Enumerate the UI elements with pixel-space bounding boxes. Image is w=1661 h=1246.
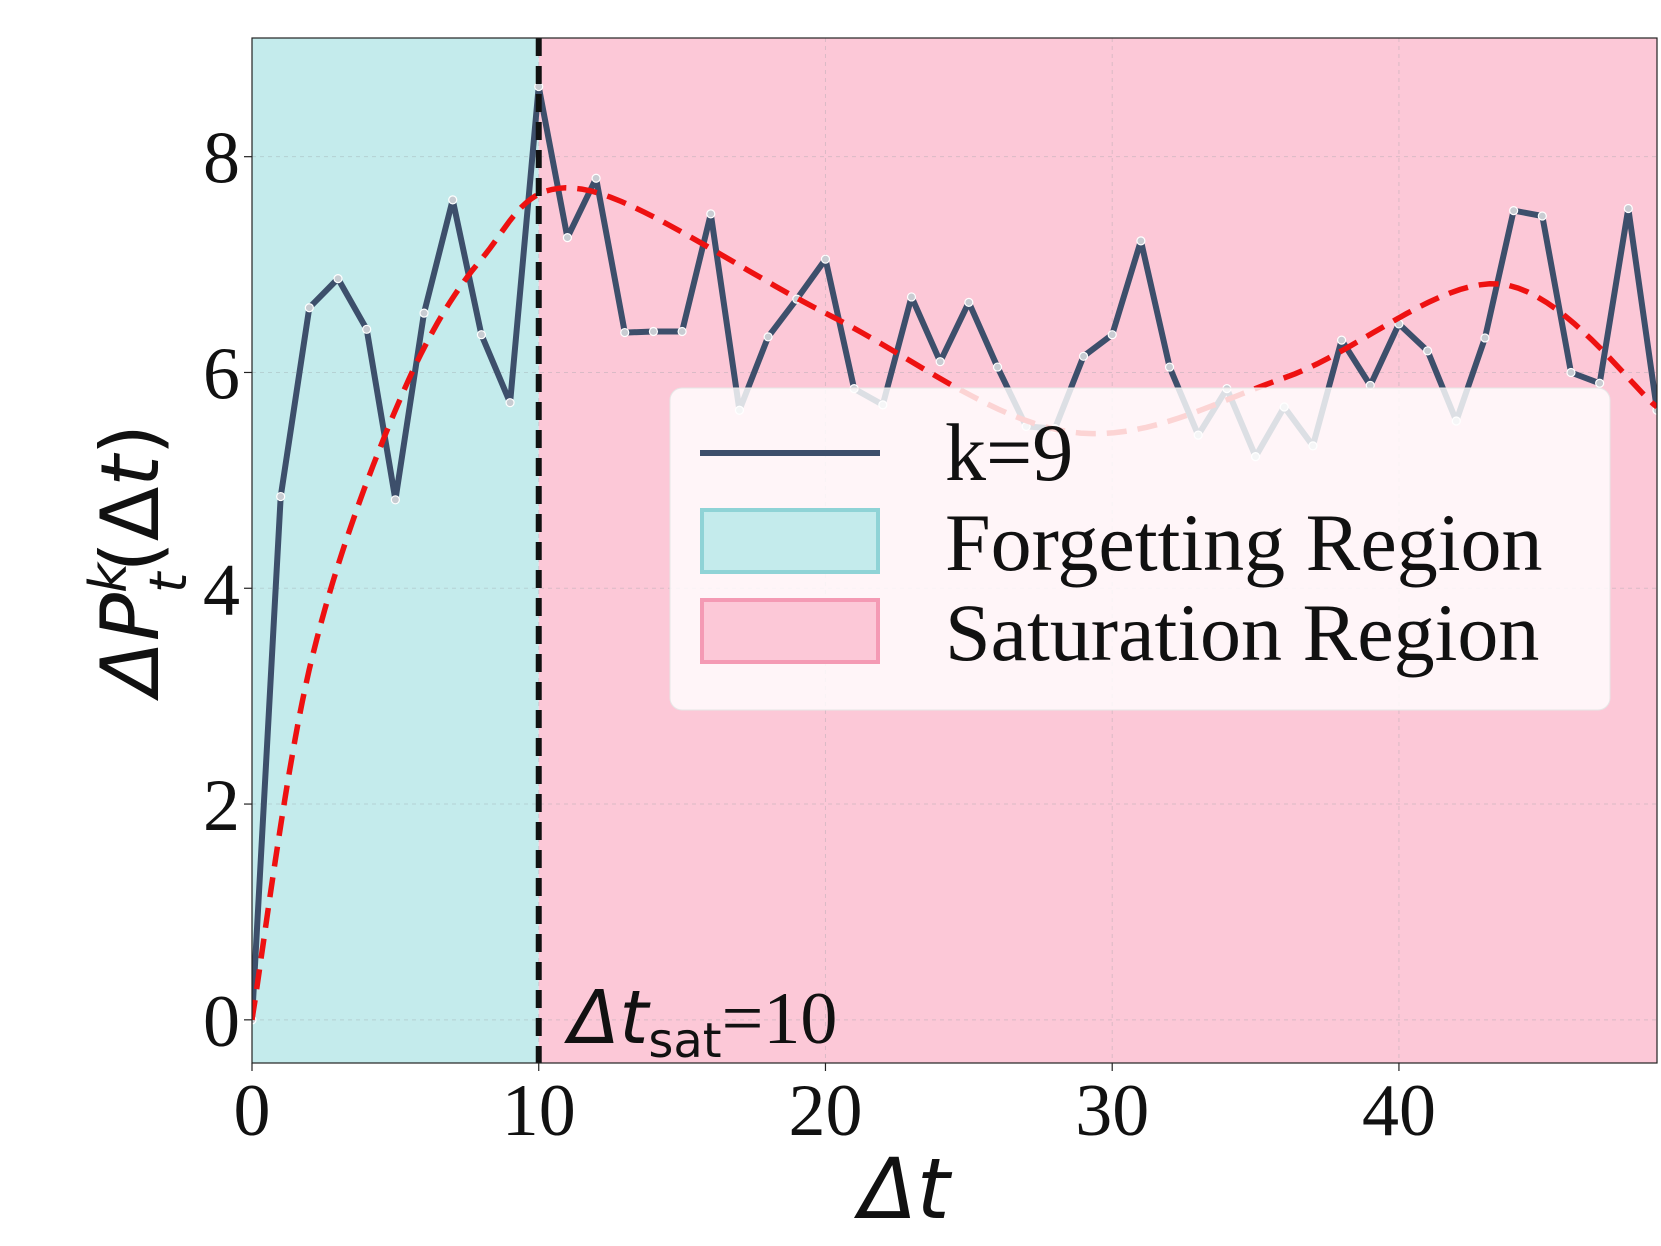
data-point	[1336, 335, 1347, 345]
data-point	[648, 326, 659, 337]
x-tick-label: 40	[1362, 1070, 1436, 1152]
data-point	[1107, 330, 1117, 340]
y-axis-label: ΔPkt(Δt)	[79, 424, 199, 702]
data-point	[1509, 206, 1519, 216]
y-tick-label: 0	[203, 981, 240, 1063]
data-point	[677, 326, 687, 337]
data-point	[448, 195, 458, 205]
y-tick-label: 6	[203, 333, 240, 415]
data-point	[591, 173, 601, 183]
y-tick-label: 4	[203, 549, 240, 631]
y-tick-label: 8	[203, 118, 240, 200]
y-tick-label: 2	[203, 765, 240, 847]
legend-box	[669, 387, 1611, 711]
data-point	[992, 362, 1003, 372]
data-point	[1566, 367, 1576, 378]
data-point	[1652, 405, 1657, 415]
data-point	[1595, 378, 1605, 388]
legend-swatch-saturation	[700, 598, 880, 664]
data-point	[562, 233, 573, 243]
data-point	[620, 327, 630, 338]
data-point	[964, 297, 974, 307]
data-point	[1136, 236, 1146, 246]
legend-label-k9: k=9	[945, 407, 1073, 498]
data-point	[820, 254, 831, 264]
x-axis-label: Δt	[853, 1140, 952, 1238]
fit-curve	[252, 185, 1657, 1021]
data-point	[1480, 333, 1490, 343]
data-point	[390, 495, 400, 505]
x-tick-label: 20	[788, 1070, 862, 1152]
series-line-k9	[252, 83, 1657, 1023]
data-point	[419, 308, 429, 318]
data-point	[476, 330, 486, 340]
data-point	[304, 303, 314, 313]
data-point	[362, 324, 372, 334]
data-point	[906, 292, 917, 302]
data-point	[1164, 362, 1175, 372]
data-point	[935, 357, 945, 367]
data-point	[763, 332, 773, 342]
data-point	[505, 398, 515, 408]
x-tick-label: 10	[502, 1070, 576, 1152]
data-point	[276, 491, 286, 502]
forgetting-region	[252, 38, 539, 1063]
data-point	[1537, 211, 1547, 221]
plot-frame	[251, 37, 1658, 1064]
data-point	[333, 274, 343, 284]
legend-label-forgetting: Forgetting Region	[945, 497, 1543, 588]
data-point	[706, 209, 716, 219]
data-point	[1078, 351, 1089, 361]
saturation-annotation: Δtsat=10	[564, 975, 838, 1069]
data-point	[1423, 346, 1433, 356]
data-point	[1623, 203, 1633, 214]
legend-label-saturation: Saturation Region	[945, 587, 1539, 678]
legend-swatch-forgetting	[700, 508, 880, 574]
x-tick-label: 30	[1075, 1070, 1149, 1152]
x-tick-label: 0	[234, 1070, 271, 1152]
